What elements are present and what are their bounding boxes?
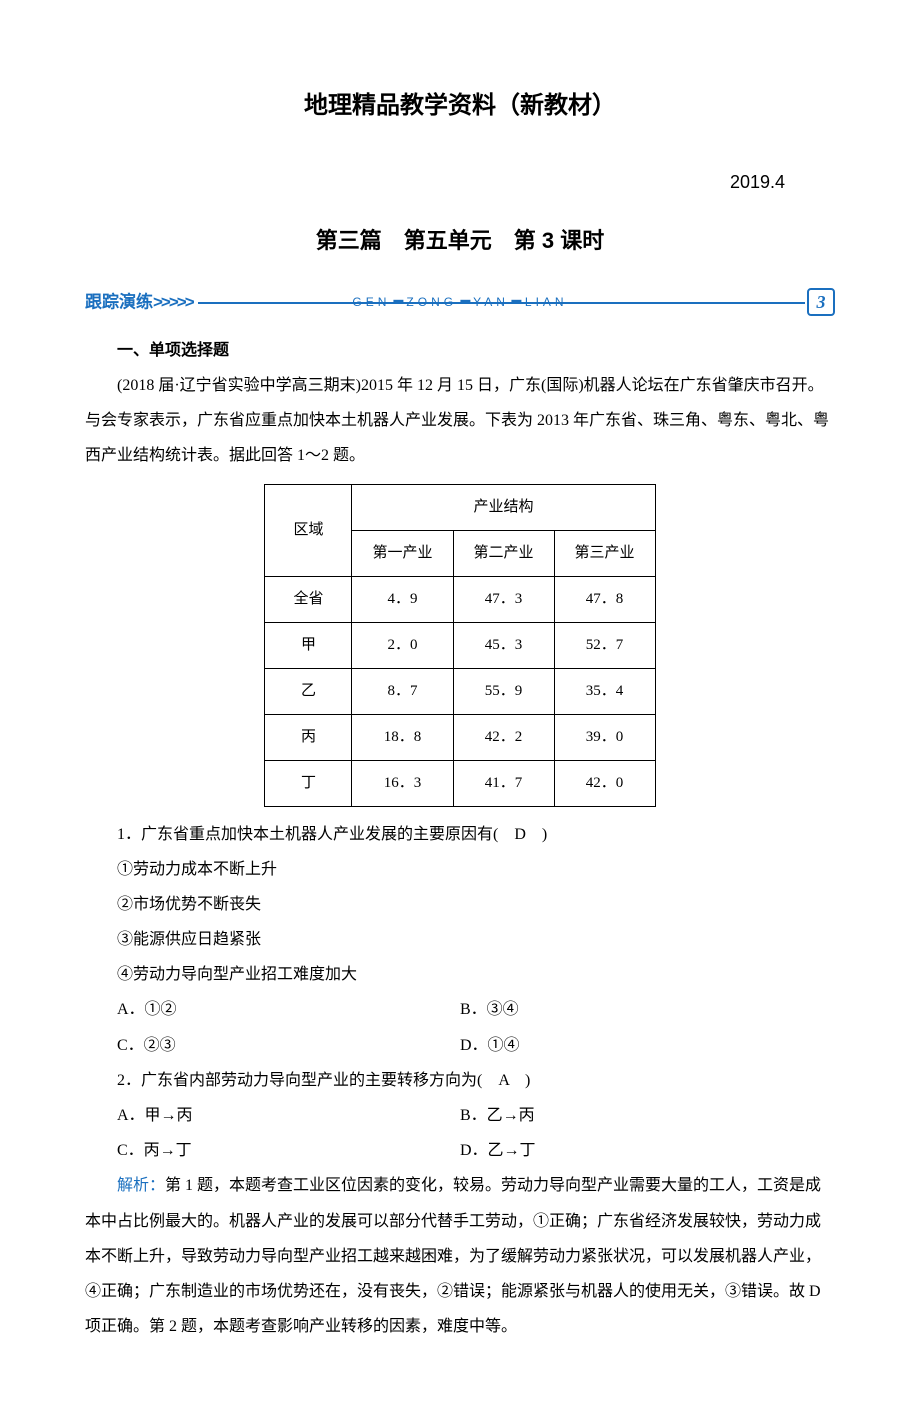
col-header-region: 区域 bbox=[265, 484, 352, 576]
col-header: 第二产业 bbox=[453, 530, 554, 576]
table-cell: 8．7 bbox=[352, 668, 453, 714]
row-name: 丁 bbox=[265, 760, 352, 806]
table-cell: 42．2 bbox=[453, 714, 554, 760]
dash-icon bbox=[512, 300, 522, 304]
tracking-label-text: 跟踪演练 bbox=[85, 292, 153, 311]
date-line: 2019.4 bbox=[85, 163, 835, 203]
row-name: 全省 bbox=[265, 576, 352, 622]
table-cell: 45．3 bbox=[453, 622, 554, 668]
option-row: C．丙→丁 D．乙→丁 bbox=[85, 1133, 835, 1168]
table-cell: 42．0 bbox=[554, 760, 655, 806]
tracking-arrows-icon: >>>>> bbox=[153, 292, 193, 311]
analysis-label: 解析： bbox=[117, 1177, 165, 1194]
table-cell: 39．0 bbox=[554, 714, 655, 760]
option-row: A．①② B．③④ bbox=[85, 992, 835, 1027]
option-row: C．②③ D．①④ bbox=[85, 1028, 835, 1063]
table-row: 全省 4．9 47．3 47．8 bbox=[265, 576, 655, 622]
question-1-stem: 1．广东省重点加快本土机器人产业发展的主要原因有( D ) bbox=[85, 817, 835, 852]
option-d: D．①④ bbox=[460, 1028, 835, 1063]
table-row: 乙 8．7 55．9 35．4 bbox=[265, 668, 655, 714]
option-row: A．甲→丙 B．乙→丙 bbox=[85, 1098, 835, 1133]
chapter-title: 第三篇 第五单元 第 3 课时 bbox=[85, 217, 835, 265]
table-cell: 16．3 bbox=[352, 760, 453, 806]
table-cell: 2．0 bbox=[352, 622, 453, 668]
tracking-bar: 跟踪演练>>>>> GEN ZONG YAN LIAN 3 bbox=[85, 286, 835, 318]
table-row: 丙 18．8 42．2 39．0 bbox=[265, 714, 655, 760]
option-d: D．乙→丁 bbox=[460, 1133, 835, 1168]
col-header: 第一产业 bbox=[352, 530, 453, 576]
analysis-paragraph: 解析：第 1 题，本题考查工业区位因素的变化，较易。劳动力导向型产业需要大量的工… bbox=[85, 1168, 835, 1344]
question-1-item: ②市场优势不断丧失 bbox=[85, 887, 835, 922]
option-b: B．乙→丙 bbox=[460, 1098, 835, 1133]
table-row: 甲 2．0 45．3 52．7 bbox=[265, 622, 655, 668]
pinyin-part: LIAN bbox=[525, 289, 568, 315]
col-header: 第三产业 bbox=[554, 530, 655, 576]
tracking-pinyin: GEN ZONG YAN LIAN bbox=[352, 289, 567, 315]
option-c: C．②③ bbox=[85, 1028, 460, 1063]
table-cell: 47．3 bbox=[453, 576, 554, 622]
question-1-item: ④劳动力导向型产业招工难度加大 bbox=[85, 957, 835, 992]
dash-icon bbox=[393, 300, 403, 304]
row-name: 丙 bbox=[265, 714, 352, 760]
table-cell: 55．9 bbox=[453, 668, 554, 714]
industry-structure-table: 区域 产业结构 第一产业 第二产业 第三产业 全省 4．9 47．3 47．8 … bbox=[264, 484, 655, 807]
tracking-number-badge: 3 bbox=[807, 288, 835, 316]
option-c: C．丙→丁 bbox=[85, 1133, 460, 1168]
dash-icon bbox=[460, 300, 470, 304]
document-title: 地理精品教学资料（新教材） bbox=[85, 80, 835, 133]
col-header-struct: 产业结构 bbox=[352, 484, 655, 530]
table-header-row: 区域 产业结构 bbox=[265, 484, 655, 530]
question-2-stem: 2．广东省内部劳动力导向型产业的主要转移方向为( A ) bbox=[85, 1063, 835, 1098]
analysis-text: 第 1 题，本题考查工业区位因素的变化，较易。劳动力导向型产业需要大量的工人，工… bbox=[85, 1177, 821, 1335]
intro-paragraph: (2018 届·辽宁省实验中学高三期末)2015 年 12 月 15 日，广东(… bbox=[85, 368, 835, 474]
section-heading: 一、单项选择题 bbox=[85, 333, 835, 368]
table-cell: 41．7 bbox=[453, 760, 554, 806]
table-cell: 47．8 bbox=[554, 576, 655, 622]
pinyin-part: YAN bbox=[473, 289, 509, 315]
table-cell: 35．4 bbox=[554, 668, 655, 714]
table-cell: 4．9 bbox=[352, 576, 453, 622]
table-row: 丁 16．3 41．7 42．0 bbox=[265, 760, 655, 806]
option-a: A．①② bbox=[85, 992, 460, 1027]
question-1-item: ③能源供应日趋紧张 bbox=[85, 922, 835, 957]
option-a: A．甲→丙 bbox=[85, 1098, 460, 1133]
row-name: 乙 bbox=[265, 668, 352, 714]
table-cell: 18．8 bbox=[352, 714, 453, 760]
question-1-item: ①劳动力成本不断上升 bbox=[85, 852, 835, 887]
row-name: 甲 bbox=[265, 622, 352, 668]
tracking-label: 跟踪演练>>>>> bbox=[85, 283, 198, 320]
pinyin-part: ZONG bbox=[406, 289, 457, 315]
option-b: B．③④ bbox=[460, 992, 835, 1027]
table-cell: 52．7 bbox=[554, 622, 655, 668]
pinyin-part: GEN bbox=[352, 289, 390, 315]
